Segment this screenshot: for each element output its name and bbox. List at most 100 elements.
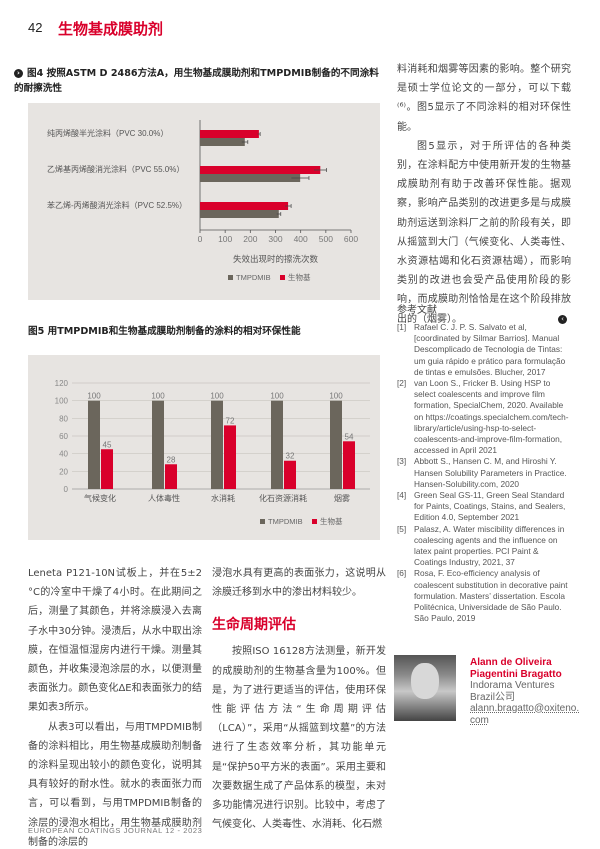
y-tick-label: 100 <box>55 397 69 406</box>
data-label: 100 <box>210 392 224 401</box>
bar-tmpdmib <box>200 138 245 146</box>
reference-text: Palasz, A. Water miscibility differences… <box>414 523 565 568</box>
category-label: 纯丙烯酸半光涂料（PVC 30.0%） <box>47 128 168 138</box>
error-bar <box>291 176 310 180</box>
bar-tmpdmib <box>271 400 283 489</box>
reference-text: Green Seal GS-11, Green Seal Standard fo… <box>414 490 566 523</box>
x-tick-label: 0 <box>198 234 203 244</box>
bar-bio <box>101 449 113 489</box>
reference-item: [1] Rafael C. J. P. S. Salvato et al, [co… <box>397 322 571 378</box>
x-axis-label: 失效出现时的擦洗次数 <box>233 254 319 264</box>
figure-5-caption: 图5 用TMPDMIB和生物基成膜助剂制备的涂料的相对环保性能 <box>28 326 301 337</box>
arrow-right-circle-icon: › <box>14 68 23 78</box>
figure-4-caption-text: 图4 按照ASTM D 2486方法A，用生物基成膜助剂和TMPDMIB制备的不… <box>14 68 379 94</box>
category-label: 水消耗 <box>211 493 235 503</box>
bar-bio <box>343 441 355 489</box>
bar-tmpdmib <box>200 210 279 218</box>
legend-swatch-bio <box>312 519 317 524</box>
reference-item: [4] Green Seal GS-11, Green Seal Standard… <box>397 490 571 524</box>
y-tick-label: 0 <box>64 485 69 494</box>
paragraph: 浸泡水具有更高的表面张力，这说明从涂膜迁移到水中的渗出材料较少。 <box>212 568 386 599</box>
author-company: Indorama Ventures Brazil公司 <box>470 680 555 703</box>
category-label: 人体毒性 <box>148 493 180 503</box>
column-2-text: 浸泡水具有更高的表面张力，这说明从涂膜迁移到水中的渗出材料较少。 生命周期评估 … <box>212 564 386 834</box>
x-tick-label: 300 <box>268 234 282 244</box>
category-label: 烟雾 <box>334 494 350 503</box>
figure-4-caption: › 图4 按照ASTM D 2486方法A，用生物基成膜助剂和TMPDMIB制备的… <box>14 66 386 96</box>
category-label: 苯乙烯-丙烯酸消光涂料（PVC 52.5%） <box>47 200 187 210</box>
data-label: 28 <box>167 455 176 464</box>
x-tick-label: 400 <box>294 234 308 244</box>
error-bar <box>314 168 327 172</box>
x-tick-label: 500 <box>319 234 333 244</box>
author-email-link[interactable]: alann.bragatto@oxiteno.com <box>470 703 580 726</box>
y-tick-label: 20 <box>59 467 68 476</box>
reference-text: Rosa, F. Eco-efficiency analysis of coal… <box>414 568 568 624</box>
data-label: 100 <box>270 392 284 401</box>
y-tick-label: 60 <box>59 432 68 441</box>
bar-tmpdmib <box>211 400 223 489</box>
x-tick-label: 100 <box>218 234 232 244</box>
reference-number: [6] <box>397 568 407 579</box>
page-number: 42 <box>28 20 43 35</box>
y-tick-label: 80 <box>59 414 68 423</box>
error-bar <box>285 204 292 208</box>
figure-4-chart: 0 100 200 300 400 500 600 纯丙烯酸半光涂料（PVC 30.0%） 乙烯… <box>28 103 380 300</box>
author-name: Alann de Oliveira Piagentini Bragatto <box>470 657 562 680</box>
data-label: 72 <box>226 416 235 425</box>
error-bar <box>257 132 261 136</box>
data-label: 100 <box>87 392 101 401</box>
legend-label: TMPDMIB <box>236 273 271 282</box>
author-photo <box>394 655 456 721</box>
legend-label: 生物基 <box>288 272 311 282</box>
legend-label: 生物基 <box>320 516 343 526</box>
reference-item: [5] Palasz, A. Water miscibility differen… <box>397 524 571 569</box>
error-bar <box>276 212 282 216</box>
bar-tmpdmib <box>152 400 164 489</box>
author-face <box>411 663 439 699</box>
data-label: 32 <box>286 452 295 461</box>
reference-number: [1] <box>397 322 407 332</box>
paragraph: 按照ISO 16128方法测量，新开发的成膜助剂的生物基含量为100%。但是，为… <box>212 646 386 831</box>
paragraph: 从表3可以看出，与用TMPDMIB制备的涂料相比，用生物基成膜助剂制备的涂料呈现… <box>28 721 202 848</box>
x-tick-label: 200 <box>243 234 257 244</box>
bar-bio <box>200 202 289 210</box>
legend-swatch-tmpdmib <box>260 519 265 524</box>
legend-label: TMPDMIB <box>268 517 303 526</box>
data-label: 54 <box>345 432 354 441</box>
paragraph: Leneta P121-10N试板上，并在5±2 °C的冷室中干燥了4小时。在此… <box>28 568 202 714</box>
reference-number: [5] <box>397 523 407 534</box>
data-label: 45 <box>103 440 112 449</box>
reference-text: Rafael C. J. P. S. Salvato et al, [coord… <box>414 322 566 377</box>
footer-journal: EUROPEAN COATINGS JOURNAL 12 - 2023 <box>28 826 203 835</box>
error-bar <box>241 140 249 144</box>
reference-item: [3] Abbott S., Hansen C. M, and Hiroshi Y… <box>397 456 571 490</box>
environmental-performance-chart: 0 20 40 60 80 100 120 100 45 气候变化 100 28 人体毒性 100 72 水消… <box>55 379 370 526</box>
y-tick-label: 120 <box>55 379 69 388</box>
reference-item: [6] Rosa, F. Eco-efficiency analysis of c… <box>397 568 571 624</box>
reference-text: Abbott S., Hansen C. M, and Hiroshi Y. H… <box>414 456 567 489</box>
data-label: 100 <box>329 392 343 401</box>
paragraph: 图5显示，对于所评估的各种类别，在涂料配方中使用新开发的生物基成膜助剂有助于改善… <box>397 137 571 329</box>
category-label: 乙烯基丙烯酸消光涂料（PVC 55.0%） <box>47 164 184 174</box>
arrow-left-circle-icon: ‹ <box>558 314 567 324</box>
section-heading-lca: 生命周期评估 <box>212 617 296 634</box>
category-label: 化石资源消耗 <box>259 493 307 503</box>
references-heading: 参考文献 <box>397 305 437 316</box>
category-label: 气候变化 <box>84 493 116 503</box>
section-title: 生物基成膜助剂 <box>58 20 164 38</box>
column-3-text: 料消耗和烟雾等因素的影响。整个研究是硕士学位论文的一部分，可以下载⁽⁶⁾。图5显… <box>397 60 571 329</box>
reference-number: [3] <box>397 456 407 467</box>
reference-number: [2] <box>397 378 407 389</box>
legend-swatch-bio <box>280 275 285 280</box>
x-tick-label: 600 <box>344 234 358 244</box>
y-tick-label: 40 <box>59 450 68 459</box>
bar-bio <box>224 425 236 489</box>
paragraph: 料消耗和烟雾等因素的影响。整个研究是硕士学位论文的一部分，可以下载⁽⁶⁾。图5显… <box>397 64 571 133</box>
references-list: [1] Rafael C. J. P. S. Salvato et al, [co… <box>397 322 571 624</box>
bar-bio <box>200 130 259 138</box>
bar-tmpdmib <box>88 400 100 489</box>
bar-tmpdmib <box>200 174 301 182</box>
scrub-resistance-chart: 0 100 200 300 400 500 600 纯丙烯酸半光涂料（PVC 30.0%） 乙烯… <box>47 120 358 282</box>
